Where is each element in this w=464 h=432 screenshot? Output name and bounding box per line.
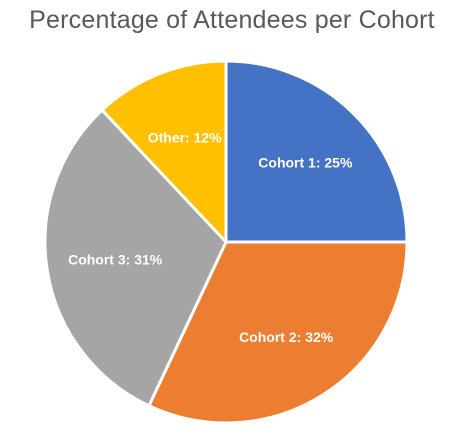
data-label-cohort-3: Cohort 3: 31% [68, 252, 163, 268]
pie-data-labels: Cohort 1: 25% Cohort 2: 32% Cohort 3: 31% O… [68, 130, 353, 345]
pie-slice-other [100, 59, 228, 244]
pie-slices [43, 59, 409, 425]
data-label-cohort-1: Cohort 1: 25% [258, 155, 353, 171]
pie-slice-cohort-2 [147, 240, 409, 425]
data-label-other: Other: 12% [148, 130, 222, 146]
chart-title: Percentage of Attendees per Cohort [29, 6, 435, 34]
pie-slice-cohort-1 [224, 59, 409, 244]
pie-slice-cohort-3 [43, 108, 228, 408]
data-label-cohort-2: Cohort 2: 32% [239, 329, 334, 345]
